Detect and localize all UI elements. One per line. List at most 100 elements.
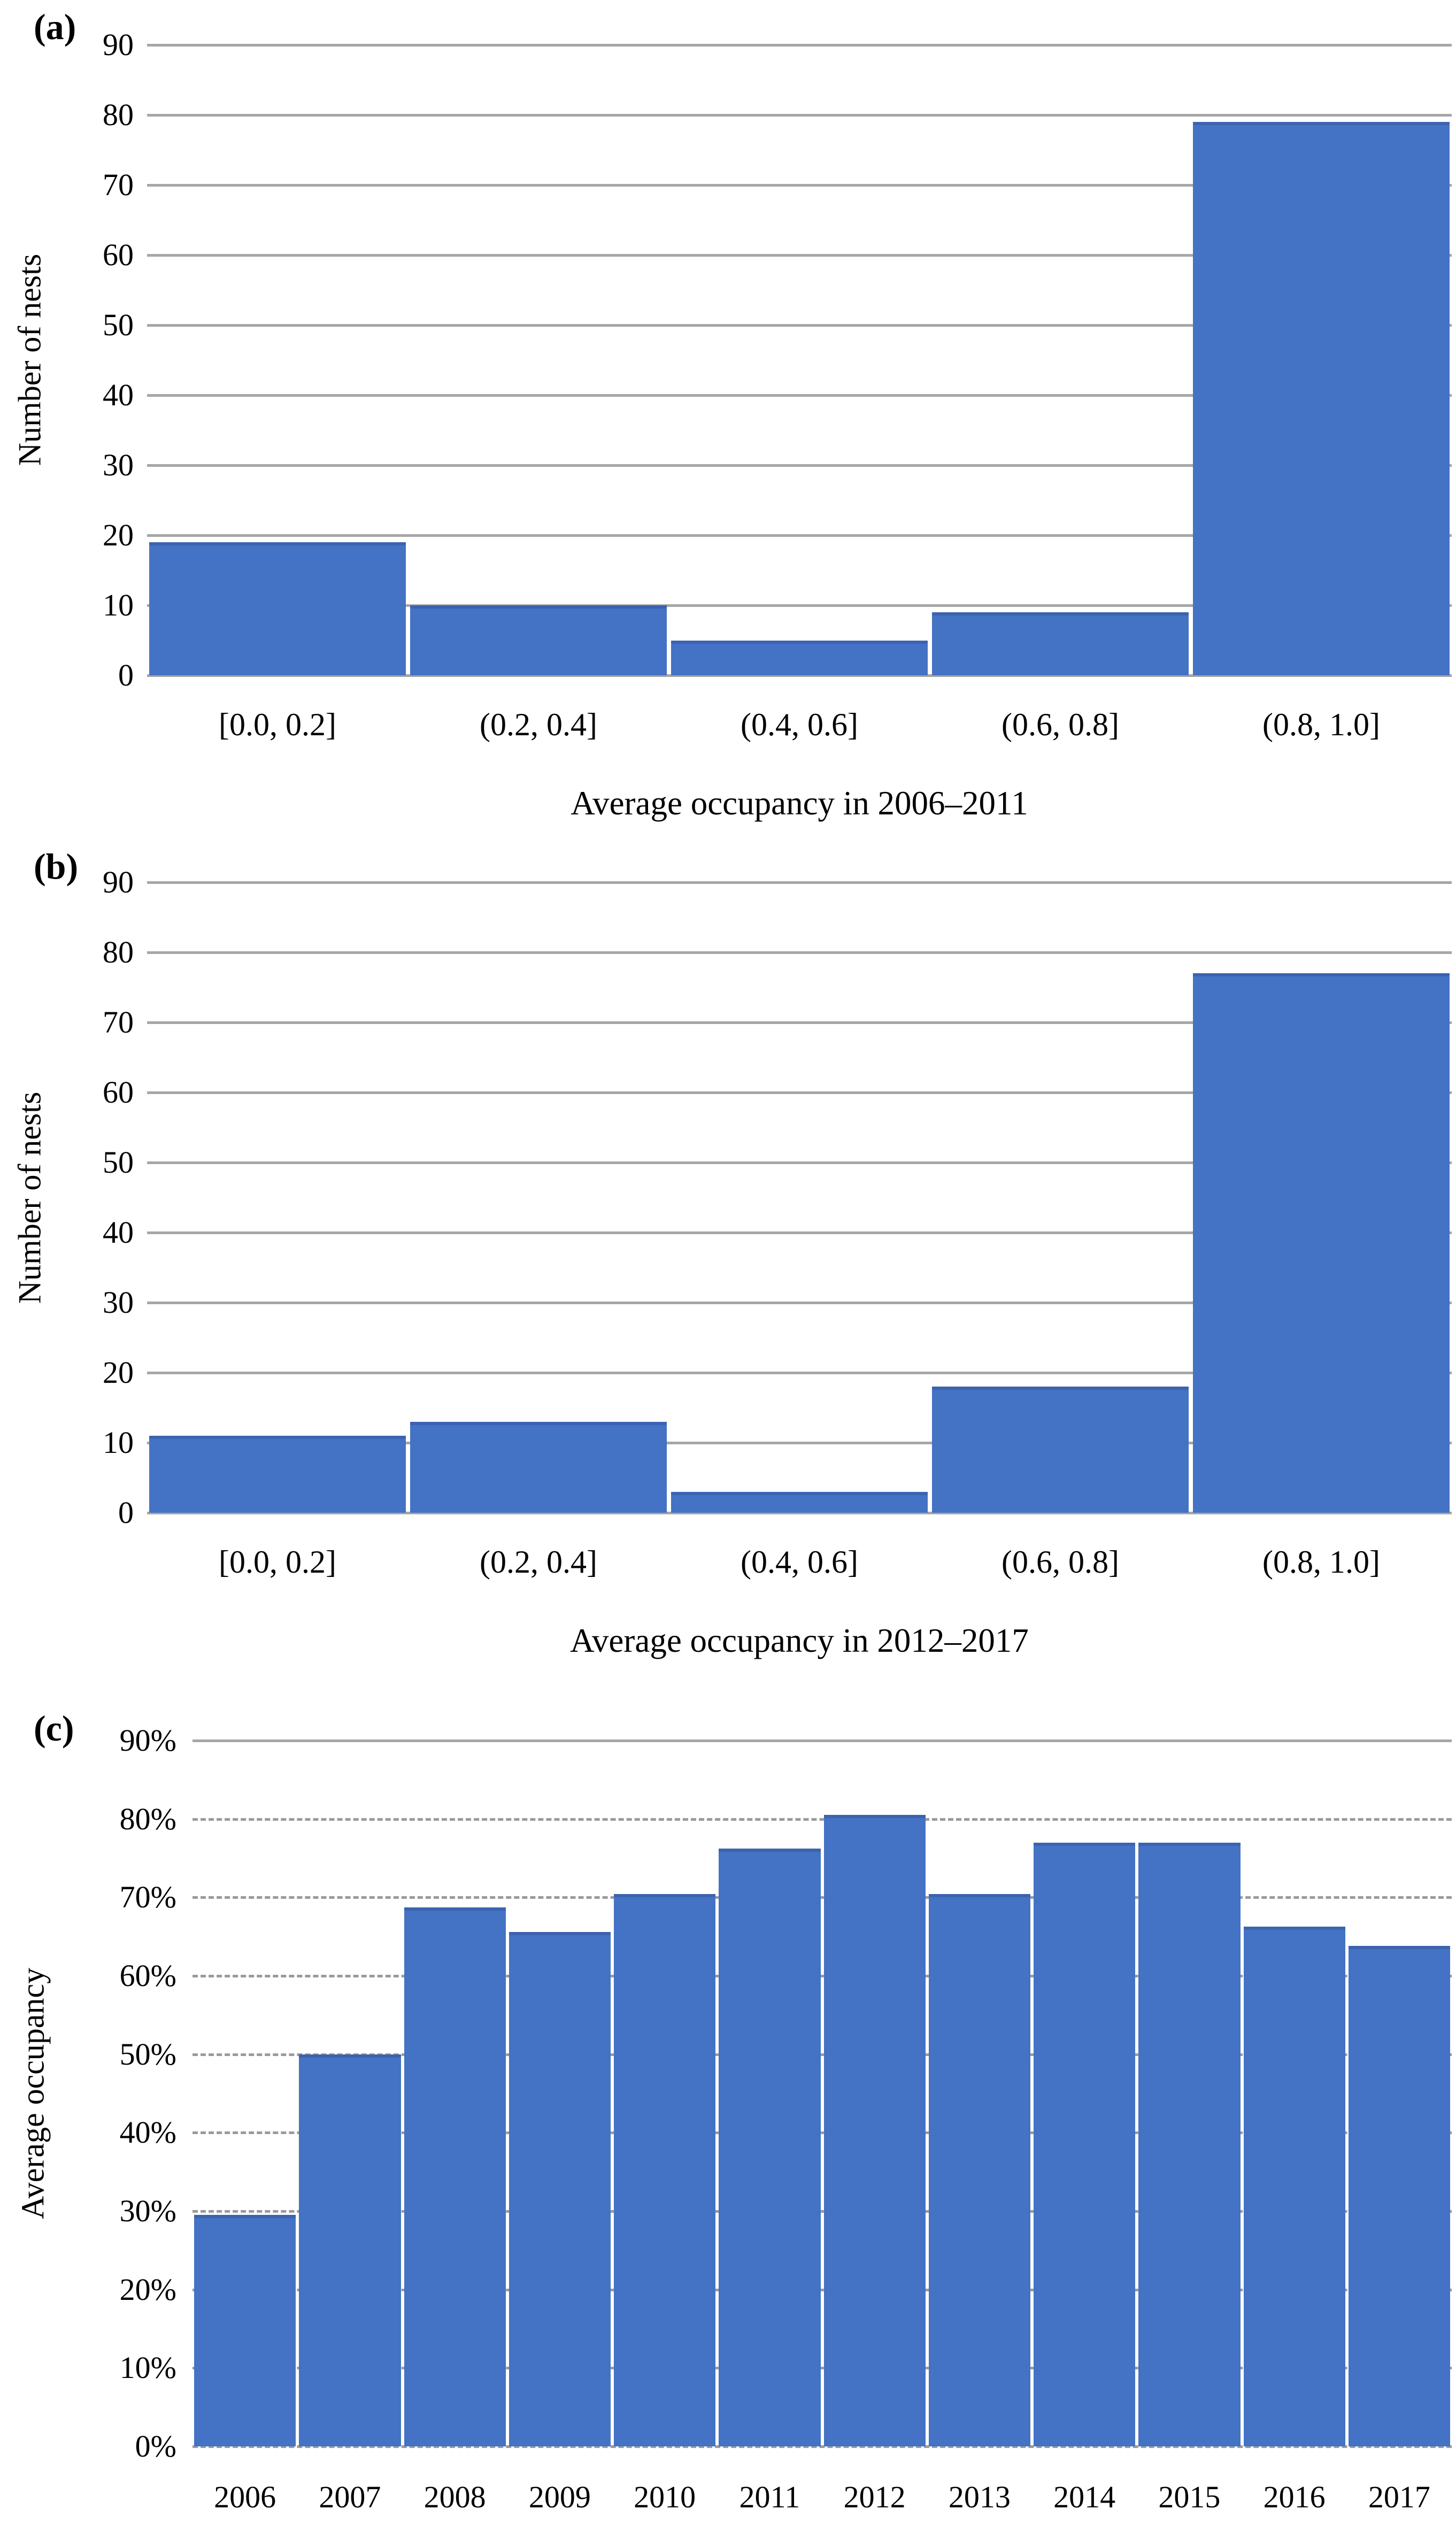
x-tick-label-(0.4, 0.6]: (0.4, 0.6] xyxy=(741,1544,858,1580)
x-tick-label-2010: 2010 xyxy=(634,2480,696,2514)
gridline-y-20 xyxy=(192,2288,1452,2291)
gridline-y-40 xyxy=(147,1231,1452,1234)
bar-(0.6, 0.8] xyxy=(932,612,1189,675)
gridline-y-10 xyxy=(147,604,1452,607)
panel-a-letter: (a) xyxy=(34,6,76,47)
gridline-y-70 xyxy=(192,1896,1452,1899)
bar-(0.8, 1.0] xyxy=(1193,973,1450,1513)
bar-(0.4, 0.6] xyxy=(671,1491,928,1513)
gridline-y-50 xyxy=(147,1161,1452,1164)
gridline-y-50 xyxy=(192,2053,1452,2056)
bar-(0.2, 0.4] xyxy=(410,605,667,675)
gridline-y-20 xyxy=(147,534,1452,537)
x-tick-label-2017: 2017 xyxy=(1368,2480,1430,2514)
bar-2013 xyxy=(928,1894,1030,2446)
gridline-y-10 xyxy=(147,1442,1452,1444)
y-tick-label-30: 30 xyxy=(103,448,134,482)
y-tick-label-0%: 0% xyxy=(135,2429,176,2464)
y-tick-label-90: 90 xyxy=(103,865,134,899)
gridline-y-40 xyxy=(192,2131,1452,2135)
x-tick-label-2011: 2011 xyxy=(739,2480,800,2514)
x-tick-label-2008: 2008 xyxy=(423,2480,486,2514)
y-tick-label-90%: 90% xyxy=(119,1723,176,1758)
gridline-y-90 xyxy=(147,44,1452,47)
gridline-y-70 xyxy=(147,1021,1452,1024)
y-tick-label-80: 80 xyxy=(103,935,134,969)
y-tick-label-50: 50 xyxy=(103,1145,134,1180)
bar-(0.8, 1.0] xyxy=(1193,122,1450,675)
y-tick-label-80: 80 xyxy=(103,97,134,132)
gridline-y-60 xyxy=(192,1975,1452,1977)
bar-(0.6, 0.8] xyxy=(932,1387,1189,1513)
panel-a-plot-area xyxy=(147,44,1452,677)
gridline-y-0 xyxy=(147,674,1452,677)
y-tick-label-80%: 80% xyxy=(119,1801,176,1836)
y-tick-label-60%: 60% xyxy=(119,1958,176,1993)
x-tick-label-2009: 2009 xyxy=(528,2480,591,2514)
bar-2014 xyxy=(1034,1842,1136,2446)
x-tick-label-2014: 2014 xyxy=(1053,2480,1116,2514)
x-tick-label-(0.6, 0.8]: (0.6, 0.8] xyxy=(1002,707,1119,742)
bar-2011 xyxy=(719,1849,821,2446)
x-tick-label-2012: 2012 xyxy=(843,2480,906,2514)
x-tick-label-(0.2, 0.4]: (0.2, 0.4] xyxy=(480,707,597,742)
y-tick-label-40: 40 xyxy=(103,378,134,412)
x-tick-label-(0.8, 1.0]: (0.8, 1.0] xyxy=(1262,707,1380,742)
panel-b-plot-area xyxy=(147,881,1452,1514)
y-tick-label-0: 0 xyxy=(118,1495,134,1530)
y-tick-label-40%: 40% xyxy=(119,2115,176,2150)
bar-2008 xyxy=(404,1907,506,2446)
bar-2006 xyxy=(194,2215,296,2446)
x-tick-label-2007: 2007 xyxy=(319,2480,381,2514)
panel-c-y-axis-title: Average occupancy xyxy=(15,1967,51,2220)
bar-2016 xyxy=(1243,1926,1345,2446)
panel-b-y-axis-title: Number of nests xyxy=(12,1091,48,1304)
gridline-y-40 xyxy=(147,394,1452,397)
gridline-y-30 xyxy=(192,2210,1452,2213)
gridline-y-0 xyxy=(147,1512,1452,1514)
y-tick-label-70: 70 xyxy=(103,1005,134,1040)
gridline-y-90 xyxy=(192,1739,1452,1742)
x-tick-label-2013: 2013 xyxy=(948,2480,1011,2514)
y-tick-label-10: 10 xyxy=(103,1425,134,1460)
gridline-y-90 xyxy=(147,881,1452,884)
gridline-y-10 xyxy=(192,2367,1452,2370)
gridline-y-60 xyxy=(147,254,1452,257)
gridline-y-30 xyxy=(147,464,1452,467)
gridline-y-0 xyxy=(192,2445,1452,2448)
gridline-y-60 xyxy=(147,1091,1452,1094)
panel-a-x-axis-title: Average occupancy in 2006–2011 xyxy=(571,784,1028,822)
bar-2009 xyxy=(509,1931,611,2446)
y-tick-label-70%: 70% xyxy=(119,1880,176,1915)
y-tick-label-30: 30 xyxy=(103,1285,134,1320)
x-tick-label-2015: 2015 xyxy=(1158,2480,1221,2514)
gridline-y-80 xyxy=(192,1818,1452,1821)
y-tick-label-0: 0 xyxy=(118,658,134,692)
bar-[0.0, 0.2] xyxy=(149,542,406,675)
y-tick-label-90: 90 xyxy=(103,27,134,62)
panel-c-letter: (c) xyxy=(34,1708,74,1749)
bar-(0.4, 0.6] xyxy=(671,640,928,675)
bar-2012 xyxy=(823,1815,926,2446)
y-tick-label-70: 70 xyxy=(103,167,134,202)
bar-(0.2, 0.4] xyxy=(410,1421,667,1513)
x-tick-label-(0.6, 0.8]: (0.6, 0.8] xyxy=(1002,1544,1119,1580)
x-tick-label-[0.0, 0.2]: [0.0, 0.2] xyxy=(219,1544,336,1580)
bar-2017 xyxy=(1348,1946,1450,2446)
y-tick-label-50%: 50% xyxy=(119,2036,176,2072)
x-tick-label-(0.4, 0.6]: (0.4, 0.6] xyxy=(741,707,858,742)
panel-b-x-axis-title: Average occupancy in 2012–2017 xyxy=(570,1622,1029,1659)
y-tick-label-60: 60 xyxy=(103,1075,134,1110)
x-tick-label-(0.2, 0.4]: (0.2, 0.4] xyxy=(480,1544,597,1580)
y-tick-label-50: 50 xyxy=(103,307,134,342)
x-tick-label-2006: 2006 xyxy=(214,2480,276,2514)
y-tick-label-10%: 10% xyxy=(119,2350,176,2385)
gridline-y-20 xyxy=(147,1372,1452,1374)
y-tick-label-60: 60 xyxy=(103,237,134,272)
y-tick-label-10: 10 xyxy=(103,588,134,622)
panel-a-y-axis-title: Number of nests xyxy=(12,253,48,466)
panel-b-letter: (b) xyxy=(34,846,79,887)
gridline-y-50 xyxy=(147,324,1452,327)
gridline-y-80 xyxy=(147,951,1452,954)
